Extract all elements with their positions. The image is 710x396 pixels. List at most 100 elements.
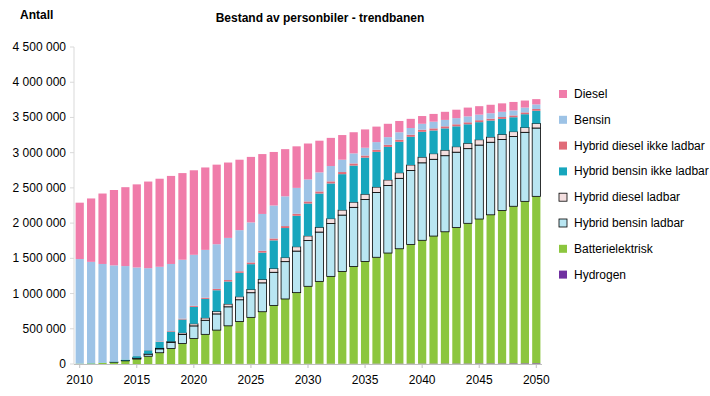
bar-segment bbox=[258, 312, 266, 364]
bar-segment bbox=[190, 339, 198, 364]
bar-segment bbox=[178, 319, 186, 332]
bar-segment bbox=[235, 230, 243, 271]
bar-segment bbox=[532, 128, 540, 196]
bar-segment bbox=[144, 182, 152, 269]
bar-segment bbox=[247, 317, 255, 363]
bar-segment bbox=[167, 341, 175, 342]
bar-segment bbox=[327, 183, 335, 218]
bar-segment bbox=[213, 314, 221, 330]
y-tick bbox=[70, 187, 74, 188]
legend: DieselBensinHybrid diesel ikke ladbarHyb… bbox=[559, 87, 709, 282]
bar-segment bbox=[281, 226, 289, 228]
bar-segment bbox=[315, 227, 323, 232]
bar-segment bbox=[110, 362, 118, 363]
bar-segment bbox=[178, 260, 186, 319]
bar-segment bbox=[213, 311, 221, 314]
bar-segment bbox=[224, 326, 232, 364]
bar-segment bbox=[441, 150, 449, 155]
bar-segment bbox=[521, 112, 529, 114]
bar-segment bbox=[98, 194, 106, 264]
bar-segment bbox=[384, 137, 392, 145]
bar-segment bbox=[247, 222, 255, 262]
legend-swatch bbox=[559, 90, 567, 98]
bar-segment bbox=[441, 128, 449, 150]
bar-segment bbox=[247, 264, 255, 289]
bar-segment bbox=[372, 192, 380, 257]
bar-segment bbox=[224, 282, 232, 305]
legend-swatch bbox=[559, 116, 567, 124]
bar-segment bbox=[144, 350, 152, 354]
bar-segment bbox=[213, 244, 221, 289]
bar-segment bbox=[304, 179, 312, 201]
bar-segment bbox=[532, 104, 540, 109]
bar-segment bbox=[110, 362, 118, 363]
x-axis: 201020152020202520302035204020452050 bbox=[66, 364, 550, 387]
bar-segment bbox=[521, 128, 529, 133]
bar-segment bbox=[429, 122, 437, 129]
x-tick-label: 2045 bbox=[466, 373, 493, 387]
x-tick-label: 2025 bbox=[238, 373, 265, 387]
bar-segment bbox=[407, 171, 415, 245]
y-tick bbox=[70, 258, 74, 259]
bar-segment bbox=[270, 240, 278, 268]
bar-segment bbox=[167, 264, 175, 331]
x-tick bbox=[536, 364, 537, 368]
bar-segment bbox=[361, 200, 369, 262]
bar-segment bbox=[327, 219, 335, 224]
bar-segment bbox=[98, 264, 106, 363]
bar-segment bbox=[98, 362, 106, 363]
x-tick-label: 2020 bbox=[181, 373, 208, 387]
bar-segment bbox=[441, 112, 449, 120]
bar-segment bbox=[201, 298, 209, 299]
bar-segment bbox=[532, 111, 540, 124]
y-tick bbox=[70, 152, 74, 153]
bar-segment bbox=[509, 110, 517, 115]
y-tick bbox=[70, 364, 74, 365]
bar-segment bbox=[418, 132, 426, 157]
bar-segment bbox=[418, 240, 426, 363]
bar-segment bbox=[487, 121, 495, 138]
bar-segment bbox=[452, 147, 460, 152]
bar-segment bbox=[224, 163, 232, 238]
bar-segment bbox=[304, 241, 312, 287]
bar-segment bbox=[292, 216, 300, 247]
bar-segment bbox=[98, 364, 106, 365]
bar-segment bbox=[407, 137, 415, 165]
bar-segment bbox=[213, 330, 221, 364]
bar-segment bbox=[361, 148, 369, 156]
bar-segment bbox=[384, 124, 392, 137]
bar-segment bbox=[475, 106, 483, 114]
bar-segment bbox=[338, 172, 346, 174]
bar-segment bbox=[270, 269, 278, 273]
y-axis-label: Antall bbox=[20, 8, 53, 22]
y-tick-label: 1 500 000 bbox=[13, 251, 67, 265]
bar-segment bbox=[452, 110, 460, 118]
bar-segment bbox=[304, 204, 312, 236]
bar-segment bbox=[498, 119, 506, 134]
bar-segment bbox=[190, 170, 198, 255]
legend-label: Hybrid bensin ikke ladbar bbox=[574, 164, 709, 178]
bar-segment bbox=[235, 322, 243, 364]
bar-segment bbox=[258, 283, 266, 312]
bar-segment bbox=[487, 119, 495, 121]
legend-label: Hybrid bensin ladbar bbox=[574, 216, 684, 230]
bar-segment bbox=[429, 159, 437, 236]
bar-segment bbox=[350, 202, 358, 207]
bar-segment bbox=[133, 356, 141, 358]
y-tick bbox=[70, 82, 74, 83]
bar-segment bbox=[247, 290, 255, 293]
bar-segment bbox=[372, 152, 380, 187]
bar-segment bbox=[487, 215, 495, 364]
bar-segment bbox=[235, 271, 243, 273]
bar-segment bbox=[315, 191, 323, 193]
y-tick-label: 3 000 000 bbox=[13, 146, 67, 160]
bar-segment bbox=[338, 271, 346, 363]
bar-segment bbox=[441, 232, 449, 364]
bar-segment bbox=[338, 215, 346, 271]
bar-segment bbox=[395, 132, 403, 139]
bar-segment bbox=[144, 268, 152, 350]
bar-segment bbox=[395, 178, 403, 248]
y-tick bbox=[70, 293, 74, 294]
bar-segment bbox=[521, 132, 529, 201]
bar-segment bbox=[270, 152, 278, 206]
